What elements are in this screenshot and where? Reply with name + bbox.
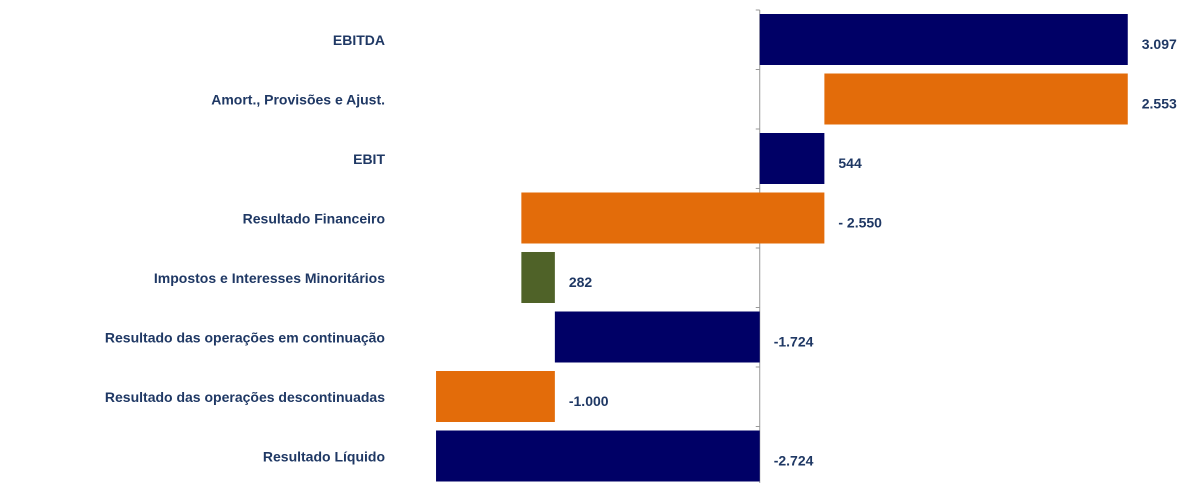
value-label: -1.000 — [569, 393, 609, 409]
value-label: -1.724 — [774, 334, 814, 350]
category-label: Resultado das operações descontinuadas — [105, 389, 385, 405]
category-label: Impostos e Interesses Minoritários — [154, 270, 385, 286]
value-label: 282 — [569, 274, 593, 290]
value-label: 3.097 — [1142, 36, 1177, 52]
bar — [824, 73, 1128, 125]
value-label: -2.724 — [774, 453, 814, 469]
value-label: 2.553 — [1142, 96, 1177, 112]
category-label: EBIT — [353, 151, 385, 167]
bar — [521, 252, 555, 303]
category-label: Amort., Provisões e Ajust. — [211, 92, 385, 108]
bar — [521, 192, 825, 244]
bar — [759, 133, 825, 184]
value-label: 544 — [838, 155, 862, 171]
category-label: Resultado Líquido — [263, 449, 385, 465]
category-label: Resultado Financeiro — [243, 211, 385, 227]
bar — [554, 311, 760, 363]
category-label: Resultado das operações em continuação — [105, 330, 385, 346]
bar — [436, 371, 555, 422]
value-label: - 2.550 — [838, 215, 882, 231]
bar — [436, 430, 760, 482]
bar — [759, 14, 1128, 65]
category-label: EBITDA — [333, 32, 385, 48]
